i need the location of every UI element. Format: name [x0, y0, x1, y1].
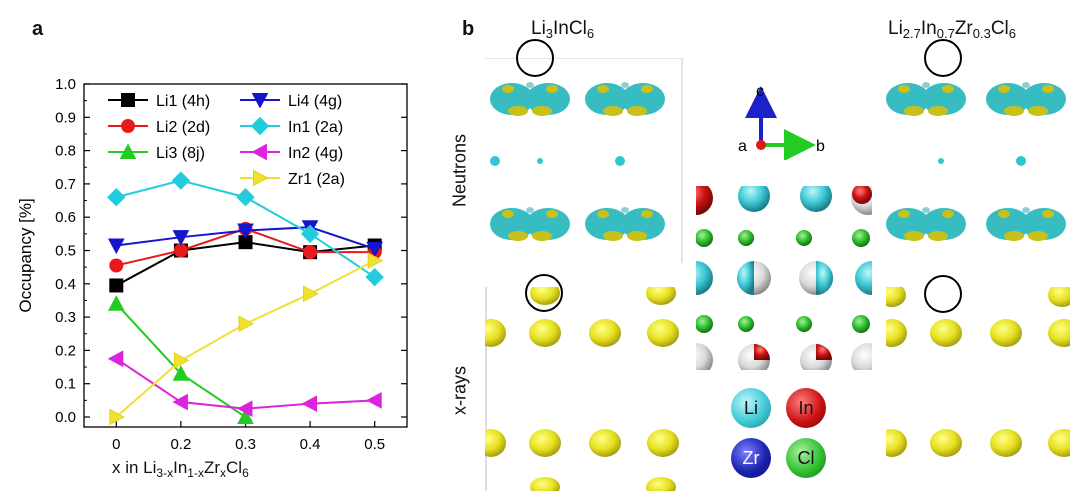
data-point — [109, 258, 124, 273]
data-point — [365, 267, 384, 287]
data-point — [303, 245, 318, 260]
legend-label: Zr1 (2a) — [288, 171, 345, 188]
occupancy-chart: 0.0 0.1 0.2 0.3 0.4 0.5 0.6 0.7 0.8 0.9 1.0 0 0.2 0.3… — [16, 76, 408, 453]
legend-marker — [250, 116, 270, 136]
y-tick-label: 0.8 — [55, 143, 76, 160]
x-tick-label: 0.2 — [170, 436, 191, 453]
x-axis-label: x in Li3-xIn1-xZrxCl6 — [112, 458, 249, 480]
data-point — [300, 224, 320, 244]
data-point — [366, 241, 384, 258]
legend-atom-in: In — [786, 388, 826, 428]
series-line-6 — [115, 259, 376, 418]
legend-marker — [119, 143, 137, 159]
data-point — [236, 188, 255, 207]
y-tick-label: 0.3 — [55, 309, 76, 326]
y-tick-label: 0.2 — [55, 342, 76, 359]
data-point — [236, 400, 253, 418]
y-tick-label: 0.7 — [55, 176, 76, 193]
crystal-axes-compass: c a b — [738, 83, 825, 160]
legend-marker — [251, 143, 267, 161]
data-point — [107, 238, 125, 255]
y-tick-label: 0.4 — [55, 276, 76, 293]
y-tick-label: 0.1 — [55, 376, 76, 393]
legend-marker — [121, 119, 135, 133]
legend-label: Li2 (2d) — [156, 119, 210, 136]
row-label-neutrons: Neutrons — [449, 133, 470, 208]
data-point — [301, 395, 318, 413]
plot-frame — [83, 83, 408, 428]
data-point — [173, 352, 190, 369]
data-point — [172, 393, 188, 411]
legend-atom-cl: Cl — [786, 438, 826, 478]
data-point — [303, 285, 319, 303]
x-tick-label: 0.5 — [364, 436, 385, 453]
highlight-circle — [516, 39, 554, 77]
highlight-circle — [525, 274, 563, 312]
y-axis-label: Occupancy [%] — [16, 198, 35, 312]
crystal-structure-view — [696, 186, 872, 370]
title-li27in07zr03cl6: Li2.7In0.7Zr0.3Cl6 — [888, 18, 1017, 41]
data-point — [171, 171, 191, 190]
data-point — [107, 188, 126, 207]
y-tick-label: 0.0 — [55, 409, 76, 426]
xray-density-map-left — [485, 287, 683, 491]
data-point — [172, 365, 190, 381]
panel-b-letter: b — [462, 18, 475, 40]
legend-atom-li: Li — [731, 388, 771, 428]
title-li3incl6: Li3InCl6 — [531, 18, 595, 41]
data-point — [107, 350, 124, 368]
data-point — [173, 243, 188, 258]
data-point — [109, 278, 124, 293]
x-tick-label: 0 — [112, 436, 120, 453]
x-tick-label: 0.4 — [300, 436, 321, 453]
legend-label: Li1 (4h) — [156, 93, 210, 110]
data-point — [367, 252, 384, 269]
axis-b-label: b — [816, 138, 825, 155]
neutron-density-map-right — [886, 58, 1070, 263]
legend-label: Li4 (4g) — [288, 93, 342, 110]
data-point — [237, 223, 254, 240]
data-point — [366, 392, 382, 409]
highlight-circle — [924, 39, 962, 77]
legend-label: In1 (2a) — [288, 119, 343, 136]
row-label-xrays: x-rays — [449, 366, 470, 415]
legend-marker — [121, 93, 135, 107]
neutron-density-map-left — [485, 58, 683, 263]
x-tick-label: 0.3 — [235, 436, 256, 453]
data-point — [237, 408, 254, 425]
data-point — [172, 230, 190, 246]
y-tick-label: 0.5 — [55, 243, 76, 260]
legend-label: In2 (4g) — [288, 145, 343, 162]
legend-marker — [253, 169, 269, 187]
legend-label: Li3 (8j) — [156, 145, 205, 162]
highlight-circle — [924, 275, 962, 313]
y-tick-label: 0.9 — [55, 109, 76, 126]
axis-c-label: c — [756, 83, 764, 100]
y-tick-label: 1.0 — [55, 76, 76, 93]
axis-a-label: a — [738, 138, 747, 155]
legend-marker — [251, 93, 269, 109]
legend-atom-zr: Zr — [731, 438, 771, 478]
xray-density-map-right — [886, 287, 1070, 491]
data-point — [238, 315, 255, 333]
data-point — [109, 408, 125, 426]
panel-a-letter: a — [32, 18, 44, 40]
y-tick-label: 0.6 — [55, 209, 76, 226]
data-point — [107, 295, 125, 311]
